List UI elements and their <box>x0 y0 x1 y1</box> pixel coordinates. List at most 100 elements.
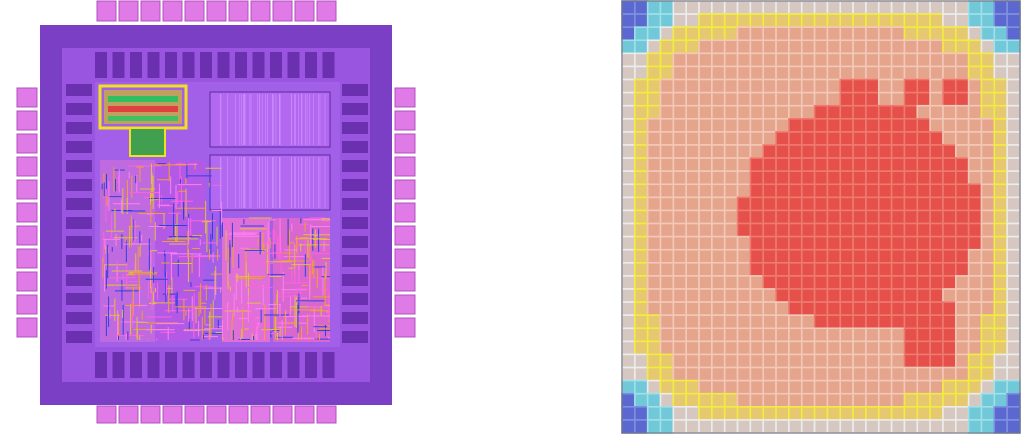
heat-cell <box>890 39 906 55</box>
heat-cell <box>698 379 713 395</box>
io-pad <box>162 0 183 22</box>
heat-cell <box>749 406 765 421</box>
heat-cell <box>698 65 713 81</box>
heat-cell <box>749 118 765 133</box>
heat-cell <box>749 314 765 330</box>
heat-cell <box>942 65 957 81</box>
heat-cell <box>788 353 803 369</box>
heat-cell <box>852 104 867 120</box>
heat-cell <box>967 52 983 68</box>
heat-cell <box>813 419 829 434</box>
heat-cell <box>762 314 777 330</box>
heat-cell <box>1006 222 1021 238</box>
heat-cell <box>775 183 790 199</box>
heat-cell <box>749 0 765 15</box>
heat-cell <box>993 366 1008 382</box>
heat-cell <box>685 104 700 120</box>
heat-cell <box>980 39 996 55</box>
heat-cell <box>646 183 662 199</box>
heat-cell <box>723 327 739 343</box>
heat-cell <box>698 248 713 264</box>
io-pad <box>394 271 416 292</box>
heat-cell <box>634 118 649 133</box>
io-pad <box>394 294 416 315</box>
heat-cell <box>749 26 765 42</box>
heat-cell <box>890 262 906 277</box>
heat-cell <box>800 392 816 408</box>
heat-cell <box>621 170 636 186</box>
heat-cell <box>916 379 931 395</box>
heat-cell <box>672 39 687 55</box>
heat-cell <box>685 301 700 316</box>
heat-cell <box>736 379 752 395</box>
heat-cell <box>929 13 944 28</box>
heat-cell <box>736 301 752 316</box>
io-pad <box>16 87 38 108</box>
heat-cell <box>942 340 957 356</box>
heat-cell <box>659 301 675 316</box>
heat-cell <box>749 52 765 68</box>
heat-cell <box>672 288 687 303</box>
heat-cell <box>634 144 649 159</box>
heat-cell <box>929 183 944 199</box>
heat-cell <box>672 183 687 199</box>
heat-cell <box>826 288 842 303</box>
heat-cell <box>852 235 867 251</box>
heat-cell <box>839 392 854 408</box>
heat-cell <box>967 392 983 408</box>
heat-cell <box>698 235 713 251</box>
io-pad <box>16 248 38 269</box>
heat-cell <box>685 13 700 28</box>
heat-cell <box>929 170 944 186</box>
heat-cell <box>762 288 777 303</box>
heat-cell <box>1006 419 1021 434</box>
heat-cell <box>621 65 636 81</box>
heat-cell <box>839 262 854 277</box>
heat-cell <box>813 104 829 120</box>
io-pad <box>394 110 416 131</box>
heat-cell <box>621 13 636 28</box>
heat-cell <box>980 91 996 107</box>
io-cell <box>322 52 335 78</box>
heat-cell <box>634 26 649 42</box>
heat-cell <box>775 222 790 238</box>
heat-cell <box>685 118 700 133</box>
heat-cell <box>659 0 675 15</box>
heat-cell <box>993 13 1008 28</box>
heat-cell <box>877 353 893 369</box>
heat-cell <box>980 65 996 81</box>
heat-cell <box>826 314 842 330</box>
heat-cell <box>877 301 893 316</box>
heat-cell <box>903 91 919 107</box>
heat-cell <box>736 419 752 434</box>
heat-cell <box>993 248 1008 264</box>
heat-cell <box>903 183 919 199</box>
heat-cell <box>980 314 996 330</box>
heat-cell <box>916 104 931 120</box>
heat-cell <box>775 65 790 81</box>
heat-cell <box>865 65 880 81</box>
heat-cell <box>621 183 636 199</box>
heat-cell <box>621 39 636 55</box>
heat-cell <box>646 91 662 107</box>
heat-cell <box>813 118 829 133</box>
heat-cell <box>775 340 790 356</box>
heat-cell <box>839 144 854 159</box>
heat-cell <box>1006 65 1021 81</box>
heat-cell <box>955 183 970 199</box>
heat-cell <box>826 91 842 107</box>
heat-cell <box>788 78 803 94</box>
heat-cell <box>929 78 944 94</box>
heat-cell <box>865 340 880 356</box>
io-cell <box>147 352 160 378</box>
heat-cell <box>762 235 777 251</box>
heat-cell <box>839 366 854 382</box>
heat-cell <box>698 170 713 186</box>
heat-cell <box>672 275 687 290</box>
heat-cell <box>736 157 752 172</box>
heat-cell <box>1006 314 1021 330</box>
heat-cell <box>980 262 996 277</box>
heat-cell <box>685 183 700 199</box>
heat-cell <box>762 419 777 434</box>
heat-cell <box>698 288 713 303</box>
